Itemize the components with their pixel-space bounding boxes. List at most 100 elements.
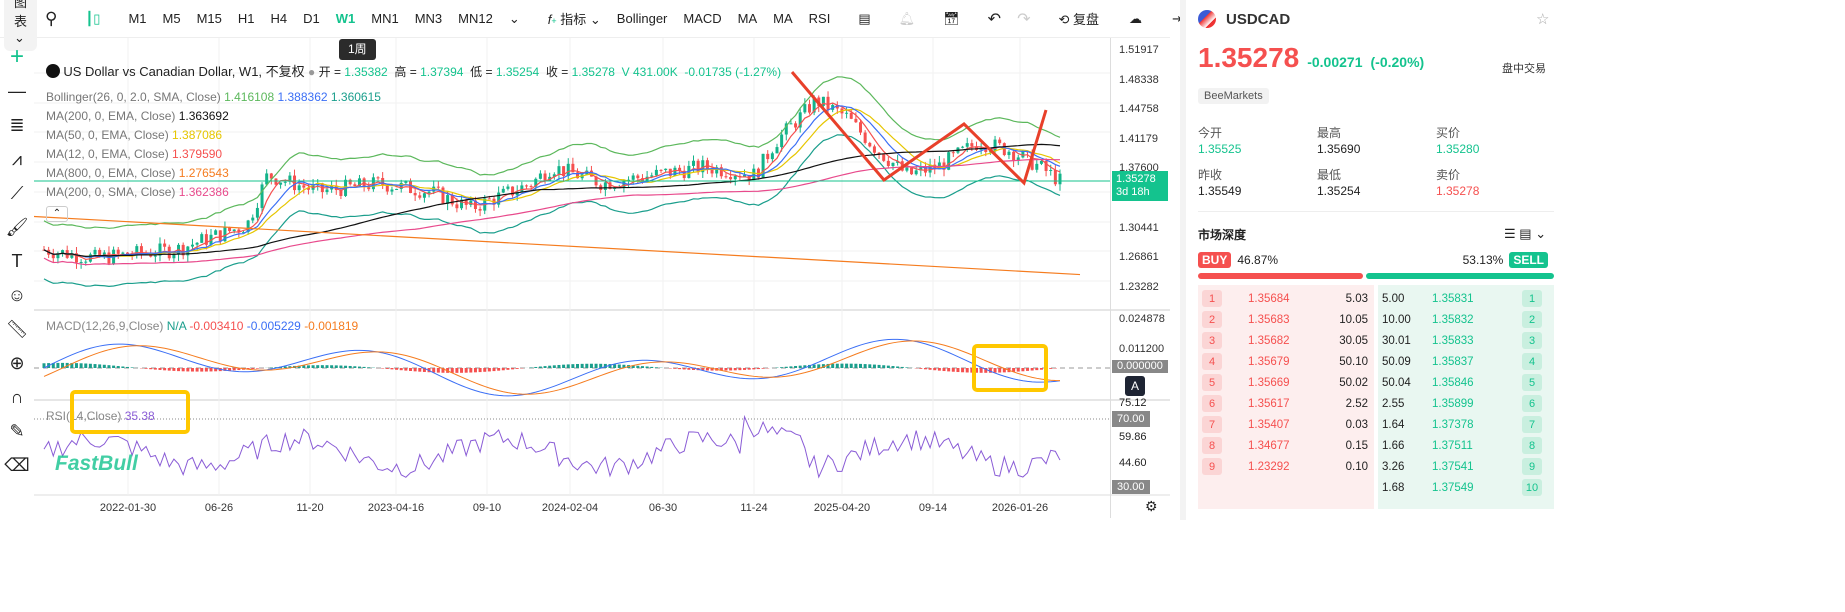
layout-icon[interactable]: ▤ — [858, 10, 871, 26]
chevron-down-icon[interactable]: ⌄ — [1535, 226, 1547, 241]
tab-timeframe-m15[interactable]: M15 — [196, 11, 222, 26]
macd-histogram-bar — [794, 365, 798, 368]
fib-lines-icon[interactable]: ≣ — [9, 114, 25, 135]
tab-timeframe-w1[interactable]: W1 — [335, 11, 356, 26]
candle-body — [998, 139, 1002, 144]
ruler-icon[interactable]: 📏︎ — [5, 318, 29, 339]
tab-timeframe-m5[interactable]: M5 — [162, 11, 181, 26]
candle-body — [455, 204, 459, 209]
macd-histogram-bar — [348, 365, 352, 368]
macd-histogram-bar — [965, 368, 969, 373]
zoom-in-icon[interactable]: ⊕ — [9, 352, 25, 373]
indicator-shortcut-rsi[interactable]: RSI — [808, 11, 831, 26]
indicator-shortcut-ma[interactable]: MA — [773, 11, 793, 26]
indicator-shortcuts: Bollinger MACD MA MA RSI — [609, 11, 839, 26]
chevron-down-icon[interactable]: ⌄ — [508, 10, 520, 26]
rsi-value: 35.38 — [124, 409, 155, 423]
candle-body — [761, 153, 765, 178]
macd-histogram-bar — [640, 366, 644, 368]
price-chart[interactable]: 2022-01-30 06-26 11-20 2023-04-16 09-10 2024-… — [34, 38, 1170, 520]
auto-scale-button[interactable]: A — [1125, 376, 1145, 396]
change-value: -0.01735 (-1.27%) — [684, 65, 782, 79]
redo-icon[interactable]: ↷ — [1017, 10, 1031, 28]
horizontal-line-icon[interactable]: — — [8, 80, 26, 101]
undo-icon[interactable]: ↶ — [987, 10, 1002, 28]
price-axis[interactable]: 1.51917 1.48338 1.44758 1.41179 1.37600 1.304… — [1110, 38, 1170, 518]
bid-price: 1.35617 — [1248, 397, 1290, 410]
replay-button[interactable]: ⟲ 复盘 — [1050, 9, 1107, 28]
macd-histogram-bar — [743, 368, 747, 370]
macd-name: MACD(12,26,9,Close) — [46, 319, 164, 333]
macd-histogram-bar — [705, 368, 709, 371]
candle-body — [1053, 170, 1057, 185]
calendar-icon[interactable]: 📅︎ — [943, 10, 960, 26]
emoji-icon[interactable]: ☺ — [7, 284, 27, 305]
tab-timeframe-mn3[interactable]: MN3 — [414, 11, 443, 26]
candle-body — [719, 167, 723, 177]
macd-histogram-bar — [418, 368, 422, 372]
ask-volume: 3.26 — [1382, 460, 1405, 473]
brush-icon[interactable]: 🖌︎ — [5, 216, 29, 237]
timeframe-tooltip: 1周 — [339, 39, 376, 60]
tab-timeframe-mn12[interactable]: MN12 — [458, 11, 493, 26]
macd-histogram-bar — [158, 368, 162, 370]
crosshair-icon[interactable]: + — [9, 43, 24, 70]
indicator-value: 1.388362 — [277, 90, 328, 104]
macd-histogram-bar — [543, 366, 547, 368]
tab-timeframe-h4[interactable]: H4 — [270, 11, 288, 26]
indicator-name: MA(200, 0, EMA, Close) — [46, 109, 176, 123]
indicator-shortcut-bollinger[interactable]: Bollinger — [616, 11, 668, 26]
candle-body — [664, 168, 668, 171]
broker-badge[interactable]: BeeMarkets — [1198, 88, 1269, 104]
chart-menu-button[interactable]: 图表 ⌄ — [4, 0, 38, 51]
collapse-panel-icon[interactable]: ⇥ — [1172, 10, 1183, 26]
candle-body — [752, 168, 756, 181]
cloud-sync-icon[interactable]: ☁︎ — [1129, 10, 1143, 26]
indicator-shortcut-macd[interactable]: MACD — [683, 11, 722, 26]
buy-percent: 46.87% — [1237, 253, 1279, 267]
lock-icon[interactable]: ✎ — [9, 420, 25, 441]
macd-histogram-bar — [645, 366, 649, 368]
candle-body — [404, 181, 408, 183]
favorite-star-icon[interactable]: ☆ — [1536, 11, 1550, 28]
candle-body — [743, 174, 747, 177]
tab-timeframe-d1[interactable]: D1 — [303, 11, 320, 26]
stat-value: 1.35278 — [1436, 184, 1480, 198]
tab-timeframe-mn1[interactable]: MN1 — [371, 11, 399, 26]
bid-volume: 0.15 — [1345, 439, 1368, 452]
price-axis-label: 1.23282 — [1119, 281, 1159, 293]
magnet-icon[interactable]: ∩ — [10, 386, 24, 407]
candle-body — [61, 250, 65, 254]
candle-body — [413, 192, 417, 196]
sell-badge: SELL — [1509, 252, 1548, 268]
macd-histogram-bar — [460, 368, 464, 373]
macd-histogram-bar — [344, 365, 348, 368]
candlestick-icon[interactable]: ┃▯ — [85, 10, 101, 26]
tab-timeframe-h1[interactable]: H1 — [237, 11, 255, 26]
pattern-icon[interactable]: ⩘ — [11, 148, 23, 169]
collapse-legend-button[interactable]: ⌃ — [46, 206, 68, 222]
candle-body — [200, 234, 204, 243]
ask-row: 1.64 1.37378 7 — [1382, 415, 1552, 434]
settings-gear-icon[interactable]: ⚙ — [1145, 498, 1158, 514]
candle-body — [524, 185, 528, 187]
text-icon[interactable]: T — [11, 250, 23, 271]
candle-body — [70, 253, 74, 258]
indicator-shortcut-ma[interactable]: MA — [737, 11, 758, 26]
search-icon[interactable]: ⚲ — [45, 8, 58, 28]
alert-bell-icon[interactable]: 🔔︎ — [898, 10, 916, 26]
macd-hist-value: -0.003410 — [189, 319, 244, 333]
indicators-button[interactable]: f+ 指标 ⌄ — [547, 12, 601, 27]
bid-price: 1.34677 — [1248, 439, 1290, 452]
ask-level: 10 — [1522, 479, 1542, 496]
macd-histogram-bar — [478, 368, 482, 373]
trend-line-icon[interactable]: ⟋ — [10, 182, 24, 203]
rsi-legend: RSI(14,Close) 35.38 — [46, 409, 155, 423]
ask-row: 50.09 1.35837 4 — [1382, 352, 1552, 371]
list-view-icon[interactable]: ☰ — [1504, 226, 1516, 241]
book-view-icon[interactable]: ▤ — [1519, 226, 1532, 241]
ask-row: 5.00 1.35831 1 — [1382, 289, 1552, 308]
eraser-icon[interactable]: ⌫ — [4, 454, 30, 475]
macd-na: N/A — [166, 319, 187, 333]
tab-timeframe-m1[interactable]: M1 — [128, 11, 147, 26]
